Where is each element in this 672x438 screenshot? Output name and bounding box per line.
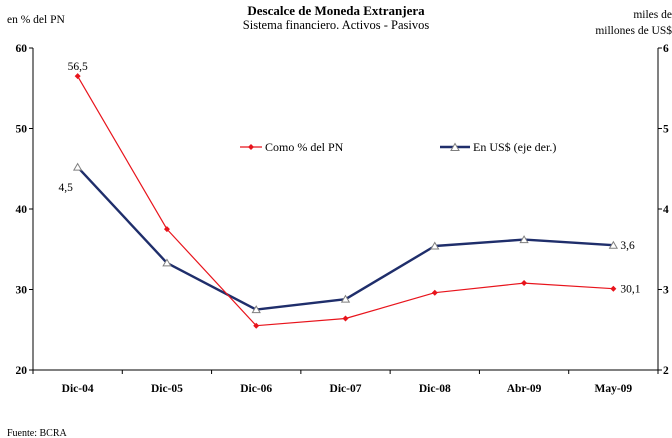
data-point-pn [253,322,260,329]
category-label: Dic-05 [151,383,183,395]
left-tick-label: 50 [16,124,28,136]
left-tick-label: 30 [16,285,28,297]
left-tick-label: 40 [16,204,28,216]
series-line-usd [76,166,614,311]
data-point-pn [342,315,349,322]
category-label: Dic-07 [330,383,362,395]
legend-marker-pn [248,144,254,150]
right-tick-label: 5 [663,124,669,136]
data-point-usd [519,235,529,244]
chart-title: Descalce de Moneda Extranjera [247,3,425,18]
data-point-pn [163,226,170,233]
legend-item-pn: Como % del PN [240,140,344,154]
legend-item-usd: En US$ (eje der.) [440,140,556,154]
right-tick-label: 6 [663,43,669,55]
right-tick-label: 4 [663,204,669,216]
data-point-pn [431,289,438,296]
data-label: 4,5 [58,182,73,194]
legend-label-pn: Como % del PN [265,140,344,154]
category-label: Dic-08 [419,383,451,395]
left-axis-title: en % del PN [7,14,66,26]
data-point-usd [251,305,261,314]
data-label: 3,6 [620,240,635,252]
source-note: Fuente: BCRA [7,428,68,438]
category-label: May-09 [595,383,633,395]
data-point-usd [72,162,83,171]
data-point-usd [340,294,351,303]
legend-marker-usd [450,142,460,151]
category-label: Abr-09 [507,383,542,395]
right-tick-label: 3 [663,285,669,297]
category-label: Dic-06 [240,383,272,395]
category-label: Dic-04 [62,383,94,395]
right-tick-label: 2 [663,365,669,377]
left-tick-label: 20 [16,365,28,377]
data-point-pn [610,285,617,292]
chart-subtitle: Sistema financiero. Activos - Pasivos [243,18,430,32]
axes: 20 30 40 50 60 2 3 4 5 6 Dic-04 Dic-05 Dic-06 Dic-07 D… [16,43,670,395]
right-axis-title-line1: miles de [633,9,672,21]
data-point-pn [521,280,528,287]
data-point-usd [162,258,172,267]
legend-label-usd: En US$ (eje der.) [473,140,556,154]
legend: Como % del PN En US$ (eje der.) [240,140,556,154]
right-axis-title-line2: millones de US$ [595,24,672,37]
left-tick-label: 60 [16,43,28,55]
data-point-pn [74,73,81,80]
series-layer: 56,5 30,1 4,5 3,6 [58,61,641,329]
series-line-pn [77,75,614,327]
data-label: 30,1 [620,284,640,296]
data-point-usd [608,240,619,249]
data-label: 56,5 [68,61,88,73]
data-point-usd [430,241,440,250]
